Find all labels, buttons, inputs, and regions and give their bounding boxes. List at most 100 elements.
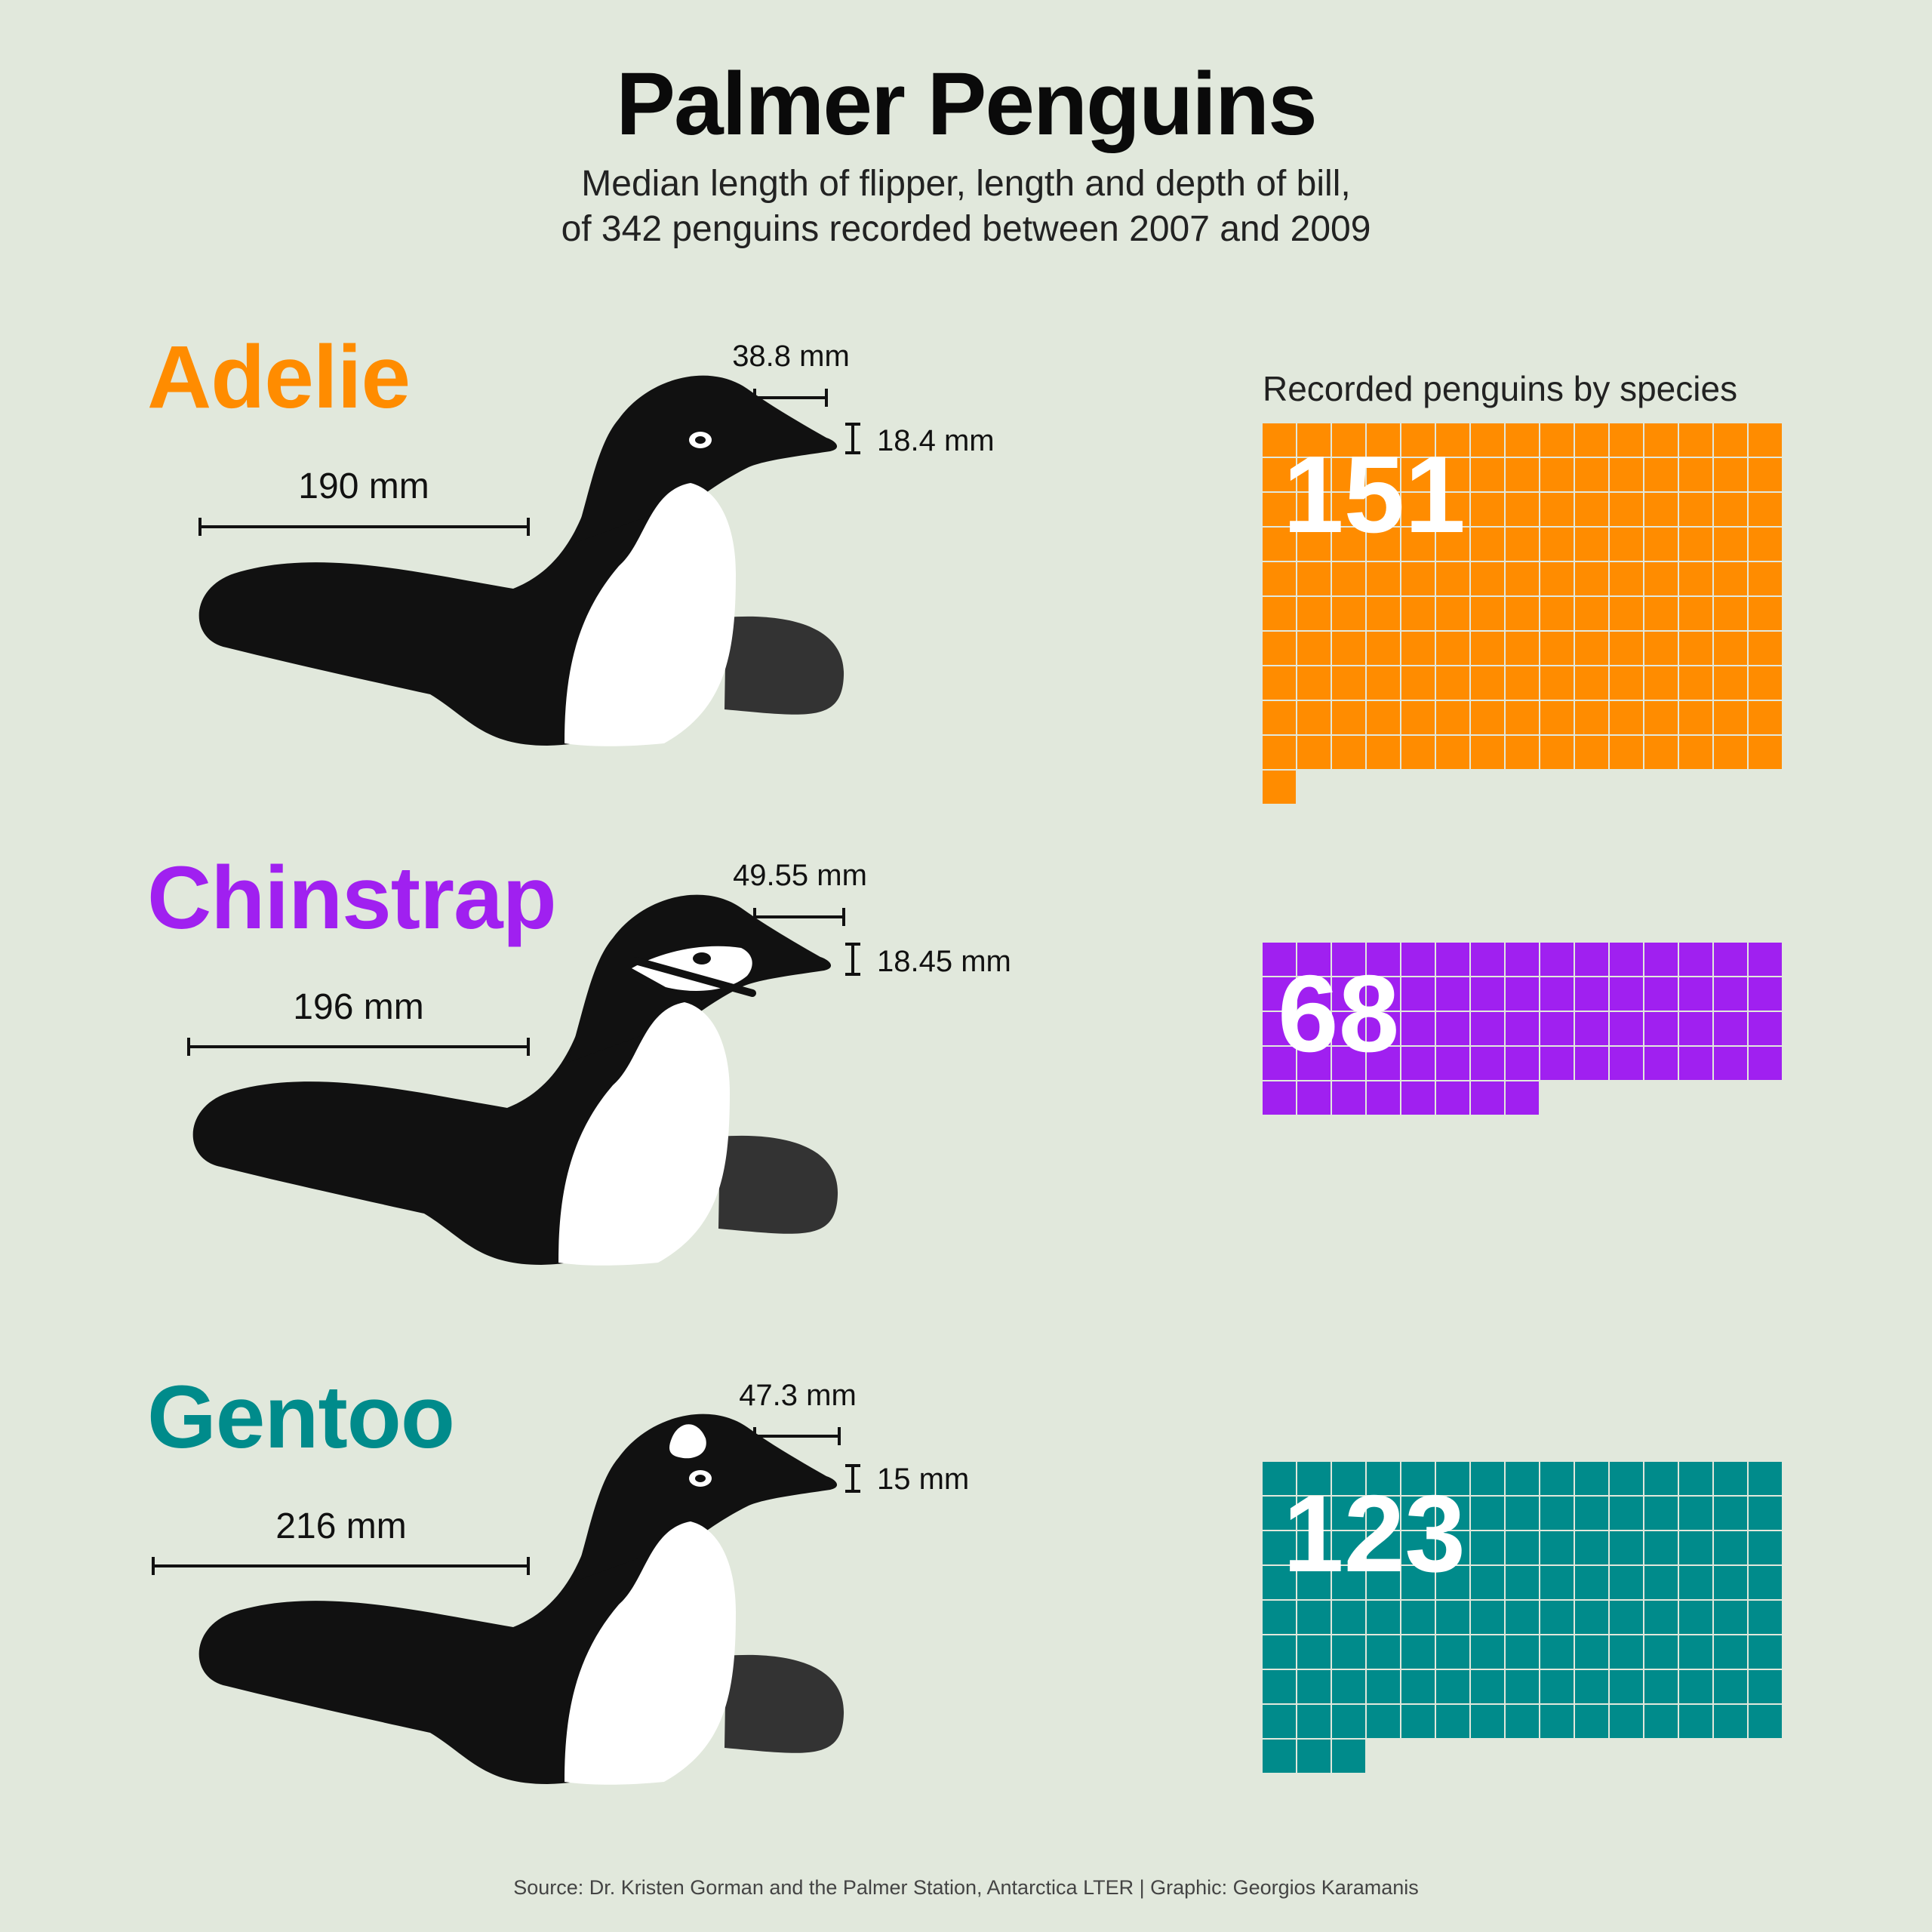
- waffle-cell-adelie: [1471, 423, 1504, 457]
- waffle-cell-gentoo: [1506, 1635, 1539, 1669]
- waffle-cell-gentoo: [1436, 1531, 1469, 1564]
- waffle-cell-adelie: [1644, 423, 1678, 457]
- waffle-cell-gentoo: [1610, 1635, 1643, 1669]
- waffle-cell-chinstrap: [1714, 977, 1747, 1011]
- waffle-cell-adelie: [1540, 736, 1574, 769]
- waffle-cell-gentoo: [1575, 1635, 1608, 1669]
- waffle-cell-gentoo: [1714, 1531, 1747, 1564]
- waffle-cell-gentoo: [1367, 1566, 1400, 1599]
- waffle-cell-adelie: [1297, 597, 1331, 630]
- waffle-cell-adelie: [1506, 458, 1539, 491]
- waffle-cell-gentoo: [1575, 1601, 1608, 1634]
- waffle-cell-chinstrap: [1297, 943, 1331, 976]
- waffle-cell-adelie: [1506, 597, 1539, 630]
- waffle-cell-adelie: [1575, 528, 1608, 561]
- waffle-cell-gentoo: [1749, 1531, 1782, 1564]
- waffle-cell-chinstrap: [1575, 1047, 1608, 1080]
- waffle-cell-adelie: [1644, 597, 1678, 630]
- waffle-cell-adelie: [1401, 701, 1435, 734]
- waffle-cell-gentoo: [1263, 1705, 1296, 1738]
- waffle-cell-gentoo: [1401, 1497, 1435, 1530]
- waffle-cell-adelie: [1749, 736, 1782, 769]
- waffle-cell-chinstrap: [1471, 1047, 1504, 1080]
- waffle-cell-gentoo: [1575, 1566, 1608, 1599]
- penguin-adelie-icon: [198, 375, 844, 746]
- waffle-cell-adelie: [1436, 423, 1469, 457]
- waffle-cell-gentoo: [1540, 1635, 1574, 1669]
- waffle-cell-gentoo: [1367, 1462, 1400, 1495]
- waffle-cell-gentoo: [1749, 1497, 1782, 1530]
- waffle-cell-adelie: [1679, 597, 1712, 630]
- waffle-cell-gentoo: [1401, 1705, 1435, 1738]
- species-name-gentoo: Gentoo: [147, 1367, 455, 1467]
- waffle-cell-gentoo: [1540, 1462, 1574, 1495]
- waffle-cell-gentoo: [1679, 1635, 1712, 1669]
- waffle-cell-gentoo: [1749, 1705, 1782, 1738]
- waffle-cell-adelie: [1714, 528, 1747, 561]
- waffle-cell-adelie: [1575, 562, 1608, 595]
- waffle-cell-adelie: [1575, 736, 1608, 769]
- waffle-cell-gentoo: [1263, 1635, 1296, 1669]
- source-note: Source: Dr. Kristen Gorman and the Palme…: [513, 1876, 1419, 1899]
- waffle-cell-adelie: [1679, 666, 1712, 700]
- waffle-cell-gentoo: [1644, 1670, 1678, 1703]
- waffle-cell-adelie: [1367, 528, 1400, 561]
- waffle-cell-gentoo: [1332, 1635, 1365, 1669]
- waffle-cell-gentoo: [1644, 1705, 1678, 1738]
- waffle-cell-chinstrap: [1540, 1012, 1574, 1045]
- waffle-cell-adelie: [1540, 701, 1574, 734]
- waffle-cell-adelie: [1714, 632, 1747, 665]
- waffle-cell-gentoo: [1401, 1670, 1435, 1703]
- waffle-cell-chinstrap: [1401, 977, 1435, 1011]
- waffle-cell-chinstrap: [1575, 1012, 1608, 1045]
- waffle-cell-adelie: [1610, 736, 1643, 769]
- waffle-cell-gentoo: [1367, 1531, 1400, 1564]
- waffle-cell-chinstrap: [1332, 977, 1365, 1011]
- flipper-length-gentoo: 216 mm: [275, 1506, 406, 1546]
- waffle-cell-adelie: [1401, 562, 1435, 595]
- waffle-cell-chinstrap: [1367, 1081, 1400, 1115]
- waffle-cell-gentoo: [1401, 1531, 1435, 1564]
- waffle-cell-adelie: [1367, 597, 1400, 630]
- bill-length-gentoo: 47.3 mm: [739, 1379, 857, 1412]
- waffle-cell-gentoo: [1506, 1566, 1539, 1599]
- waffle-cell-gentoo: [1436, 1601, 1469, 1634]
- waffle-cell-gentoo: [1575, 1462, 1608, 1495]
- waffle-cell-gentoo: [1540, 1531, 1574, 1564]
- waffle-cell-adelie: [1401, 423, 1435, 457]
- waffle-cell-gentoo: [1506, 1462, 1539, 1495]
- waffle-cell-adelie: [1540, 562, 1574, 595]
- waffle-cell-adelie: [1297, 666, 1331, 700]
- waffle-cell-adelie: [1332, 632, 1365, 665]
- waffle-cell-chinstrap: [1506, 1012, 1539, 1045]
- waffle-cell-chinstrap: [1436, 1081, 1469, 1115]
- waffle-cell-adelie: [1679, 562, 1712, 595]
- waffle-cell-adelie: [1749, 458, 1782, 491]
- waffle-cell-gentoo: [1749, 1462, 1782, 1495]
- bill-depth-gentoo: 15 mm: [877, 1463, 969, 1496]
- bill-length-adelie: 38.8 mm: [732, 340, 850, 373]
- waffle-cell-chinstrap: [1263, 977, 1296, 1011]
- waffle-cell-gentoo: [1714, 1566, 1747, 1599]
- waffle-cell-adelie: [1263, 771, 1296, 804]
- waffle-cell-adelie: [1263, 423, 1296, 457]
- waffle-cell-gentoo: [1506, 1497, 1539, 1530]
- waffle-title: Recorded penguins by species: [1263, 369, 1738, 408]
- waffle-cell-gentoo: [1644, 1462, 1678, 1495]
- waffle-cell-adelie: [1575, 701, 1608, 734]
- bill-depth-chinstrap: 18.45 mm: [877, 945, 1011, 978]
- waffle-cell-adelie: [1679, 528, 1712, 561]
- waffle-cell-adelie: [1575, 458, 1608, 491]
- species-name-adelie: Adelie: [147, 328, 411, 427]
- waffle-cell-adelie: [1263, 528, 1296, 561]
- waffle-cell-gentoo: [1610, 1601, 1643, 1634]
- waffle-cell-adelie: [1540, 458, 1574, 491]
- waffle-cell-gentoo: [1263, 1531, 1296, 1564]
- waffle-cell-adelie: [1263, 493, 1296, 526]
- waffle-cell-adelie: [1332, 423, 1365, 457]
- waffle-cell-gentoo: [1332, 1601, 1365, 1634]
- waffle-cell-adelie: [1679, 423, 1712, 457]
- waffle-cell-gentoo: [1610, 1497, 1643, 1530]
- waffle-cell-chinstrap: [1263, 1012, 1296, 1045]
- waffle-cell-chinstrap: [1506, 977, 1539, 1011]
